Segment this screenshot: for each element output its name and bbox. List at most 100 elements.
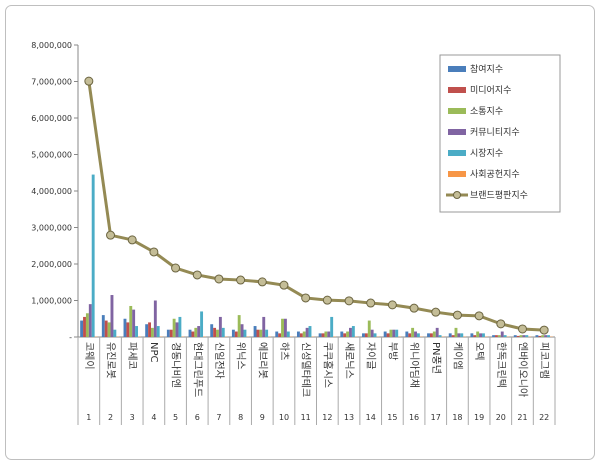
bar [368, 321, 371, 337]
x-tick-label: 한독크린텍 [495, 342, 507, 388]
bar [278, 333, 281, 337]
bar [352, 326, 355, 337]
bar [476, 332, 479, 337]
y-tick-label: - [69, 333, 72, 342]
category-number: 15 [387, 413, 397, 422]
x-tick-label: 엔바이오니아 [516, 342, 528, 397]
line-marker [237, 276, 245, 284]
bar [389, 330, 392, 337]
bar [324, 332, 327, 337]
x-tick-label: 경동나비엔 [170, 342, 183, 388]
bar [365, 333, 368, 337]
bar [417, 333, 420, 337]
bar [257, 330, 260, 337]
bar [371, 330, 374, 337]
bar [408, 333, 411, 337]
bar [287, 332, 290, 337]
line-marker [540, 326, 548, 334]
category-number: 16 [409, 413, 419, 422]
line-marker [475, 312, 483, 320]
bar [303, 332, 306, 337]
legend-swatch [448, 66, 466, 72]
bar [343, 333, 346, 337]
bar [108, 322, 111, 337]
bar [254, 326, 257, 337]
bar [492, 335, 495, 337]
legend-label: 소통지수 [470, 106, 503, 117]
bar [547, 335, 550, 337]
line-marker [258, 278, 266, 286]
bar [216, 330, 219, 337]
bar [265, 330, 268, 337]
bar [167, 330, 170, 337]
line-marker [497, 320, 505, 328]
line-marker [85, 77, 93, 85]
bar [514, 335, 517, 337]
bar [148, 322, 151, 337]
bar [89, 304, 92, 337]
bar [520, 335, 523, 337]
bar [194, 328, 197, 337]
x-tick-label: 새로닉스 [343, 342, 355, 379]
x-tick-label: 위니아딤채 [408, 342, 421, 388]
line-marker [172, 264, 180, 272]
bar [126, 322, 129, 337]
bar [124, 319, 127, 337]
line-marker [432, 308, 440, 316]
category-number: 22 [539, 413, 549, 422]
bar [349, 328, 352, 337]
category-number: 8 [238, 413, 243, 422]
bar [111, 295, 114, 337]
bar [200, 311, 203, 337]
bar [157, 326, 160, 337]
bar [244, 330, 247, 337]
legend-swatch [448, 87, 466, 93]
bar [300, 333, 303, 337]
bar [86, 313, 89, 337]
bar [281, 319, 284, 337]
bar [197, 326, 200, 337]
bar [457, 333, 460, 337]
x-tick-label: 하츠 [278, 342, 291, 360]
category-number: 13 [344, 413, 354, 422]
bar [460, 333, 463, 337]
category-number: 6 [195, 413, 200, 422]
category-number: 11 [301, 413, 311, 422]
bar [544, 335, 547, 337]
bar [135, 326, 138, 337]
bar [436, 328, 439, 337]
bar [498, 335, 501, 337]
line-marker [128, 236, 136, 244]
bar [395, 330, 398, 337]
line-marker [150, 248, 158, 256]
y-tick-label: 4,000,000 [31, 187, 72, 196]
bar [439, 335, 442, 337]
line-marker [410, 304, 418, 312]
x-tick-label: 케이엠 [451, 342, 463, 370]
bar [414, 332, 417, 337]
x-tick-label: 부방 [386, 342, 398, 360]
bar [297, 332, 300, 337]
line-marker [193, 271, 201, 279]
bar [517, 336, 520, 337]
category-number: 4 [151, 413, 156, 422]
line-marker [453, 311, 461, 319]
bar [178, 317, 181, 337]
bar [306, 328, 309, 337]
x-tick-label: 파세코 [126, 342, 138, 370]
line-marker [345, 297, 353, 305]
x-tick-label: PN풍년 [430, 342, 442, 374]
bar [232, 330, 235, 337]
bar [433, 332, 436, 337]
bar [222, 328, 225, 337]
bar [501, 332, 504, 337]
legend-swatch [448, 150, 466, 156]
bar [170, 330, 173, 337]
legend-label: 사회공헌지수 [470, 169, 520, 180]
line-marker [388, 301, 396, 309]
bar [427, 333, 430, 337]
bar [145, 324, 148, 337]
bar [479, 333, 482, 337]
bar [330, 317, 333, 337]
legend-label: 커뮤니티지수 [470, 127, 520, 138]
